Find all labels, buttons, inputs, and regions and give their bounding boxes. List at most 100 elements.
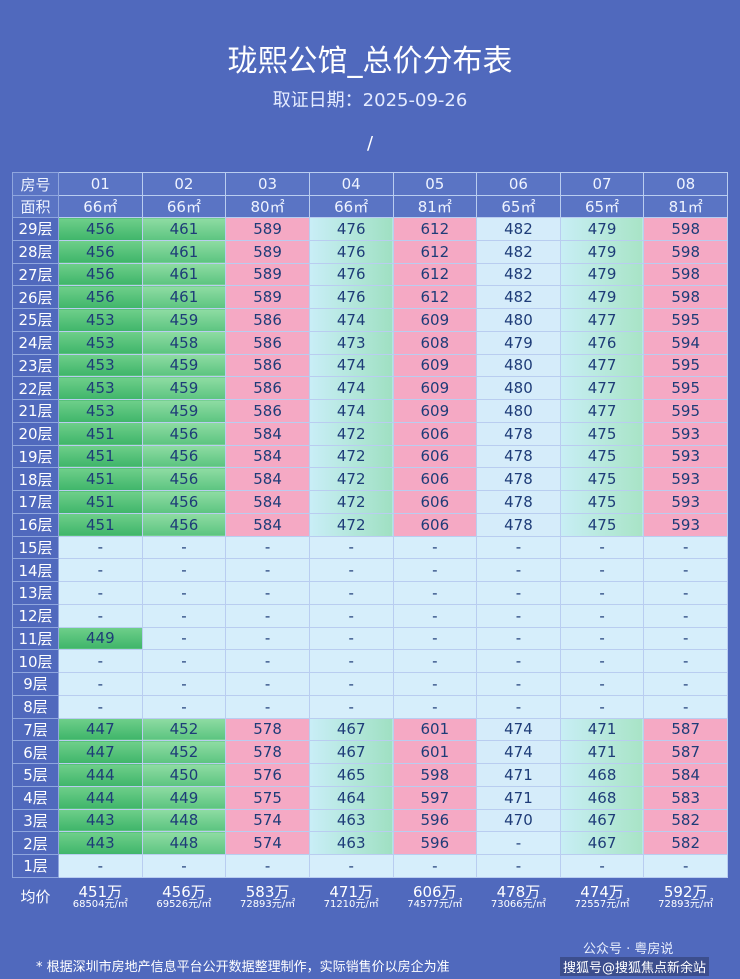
- average-cell: 471万 71210元/㎡: [309, 877, 393, 918]
- price-cell: -: [141, 603, 227, 628]
- floor-label: 23层: [12, 353, 59, 378]
- price-cell: -: [643, 694, 728, 719]
- floor-row: 11层 449- - - - - - -: [12, 626, 728, 651]
- price-cell: 451: [58, 421, 143, 446]
- price-cell: -: [643, 649, 728, 673]
- price-cell: 456: [141, 512, 227, 537]
- price-cell: 593: [643, 421, 728, 446]
- floor-label: 1层: [12, 854, 59, 878]
- floor-label: 4层: [12, 785, 59, 810]
- floor-label: 17层: [12, 490, 59, 514]
- price-cell: 453: [58, 353, 143, 378]
- price-cell: 584: [225, 444, 310, 469]
- price-cell: 606: [392, 512, 478, 537]
- price-cell: 456: [141, 490, 227, 514]
- price-cell: 459: [141, 376, 227, 400]
- divider: /: [366, 133, 374, 154]
- price-cell: -: [308, 649, 394, 673]
- average-unit-price: 68504元/㎡: [72, 899, 128, 911]
- floor-label: 7层: [12, 717, 59, 742]
- average-cell: 592万 72893元/㎡: [644, 877, 728, 918]
- floor-label: 25层: [12, 308, 59, 332]
- floor-label: 15层: [12, 535, 59, 560]
- price-cell: 586: [225, 330, 310, 355]
- price-cell: -: [225, 581, 310, 605]
- price-cell: -: [225, 626, 310, 651]
- area: 81㎡: [392, 195, 478, 218]
- area: 65㎡: [476, 195, 561, 218]
- price-cell: 444: [58, 763, 143, 787]
- price-cell: -: [476, 558, 561, 582]
- area: 65㎡: [559, 195, 645, 218]
- price-cell: -: [141, 558, 227, 582]
- price-cell: 479: [559, 262, 645, 287]
- price-cell: 475: [559, 421, 645, 446]
- price-cell: 472: [308, 512, 394, 537]
- price-cell: 578: [225, 740, 310, 764]
- floor-label: 27层: [12, 262, 59, 287]
- floor-row: 23层 453 459 586 474 609 480 477 595: [12, 353, 728, 378]
- floor-row: 17层 451 456 584 472 606 478 475 593: [12, 490, 728, 514]
- price-cell: 609: [392, 376, 478, 400]
- price-cell: -: [559, 854, 645, 878]
- floor-row: 10层 - - - - - - - -: [12, 649, 728, 673]
- price-cell: 477: [559, 399, 645, 423]
- price-cell: 472: [308, 444, 394, 469]
- floor-row: 15层 - - - - - - - -: [12, 535, 728, 560]
- price-cell: 586: [225, 353, 310, 378]
- price-cell: 582: [643, 808, 728, 833]
- price-cell: 476: [559, 330, 645, 355]
- price-cell: 584: [225, 421, 310, 446]
- price-cell: -: [392, 694, 478, 719]
- price-cell: 586: [225, 376, 310, 400]
- price-cell: -: [308, 535, 394, 560]
- price-cell: 476: [308, 285, 394, 309]
- price-cell: 578: [225, 717, 310, 742]
- floor-label: 11层: [12, 626, 59, 651]
- price-cell: 467: [559, 831, 645, 855]
- floor-row: 13层 - - - - - - - -: [12, 581, 728, 605]
- floor-row: 7层 447 452 578 467 601 474 471 587: [12, 717, 728, 742]
- price-cell: -: [559, 535, 645, 560]
- header-row: 面积 66㎡ 66㎡ 80㎡ 66㎡ 81㎡ 65㎡ 65㎡ 81㎡: [12, 195, 728, 218]
- price-cell: 472: [308, 490, 394, 514]
- price-cell: 453: [58, 376, 143, 400]
- price-cell: 482: [476, 239, 561, 264]
- price-cell: 451: [58, 467, 143, 491]
- price-cell: 478: [476, 444, 561, 469]
- price-cell: -: [392, 535, 478, 560]
- price-cell: 482: [476, 217, 561, 241]
- watermark: 搜狐号@搜狐焦点新余站: [560, 957, 710, 976]
- price-cell: 584: [225, 512, 310, 537]
- price-cell: 471: [559, 740, 645, 764]
- price-cell: 447: [58, 717, 143, 742]
- price-cell: -: [225, 649, 310, 673]
- floor-label: 28层: [12, 239, 59, 264]
- price-cell: 587: [643, 717, 728, 742]
- price-cell: 478: [476, 467, 561, 491]
- price-cell: -: [58, 854, 143, 878]
- price-cell: -: [141, 672, 227, 696]
- average-total: 474万: [580, 882, 624, 901]
- price-cell: -: [308, 854, 394, 878]
- price-cell: -: [225, 603, 310, 628]
- price-cell: -: [643, 558, 728, 582]
- price-cell: -: [559, 558, 645, 582]
- price-cell: 474: [476, 740, 561, 764]
- price-cell: -: [225, 672, 310, 696]
- price-cell: -: [643, 626, 728, 651]
- price-cell: 584: [225, 467, 310, 491]
- price-cell: 474: [308, 399, 394, 423]
- price-cell: -: [225, 535, 310, 560]
- floor-row: 5层 444 450 576 465 598 471 468 584: [12, 763, 728, 787]
- floor-row: 25层 453 459 586 474 609 480 477 595: [12, 308, 728, 332]
- floor-label: 8层: [12, 694, 59, 719]
- area: 80㎡: [225, 195, 310, 218]
- price-cell: 589: [225, 217, 310, 241]
- price-table: 房号 01 02 03 04 05 06 07 08 面积 66㎡ 66㎡ 80㎡ 66㎡ 81㎡ 65㎡ 65…: [12, 172, 728, 918]
- area-header: 面积: [12, 195, 59, 218]
- price-cell: 612: [392, 262, 478, 287]
- price-cell: 459: [141, 308, 227, 332]
- price-cell: 609: [392, 399, 478, 423]
- price-cell: 456: [58, 217, 143, 241]
